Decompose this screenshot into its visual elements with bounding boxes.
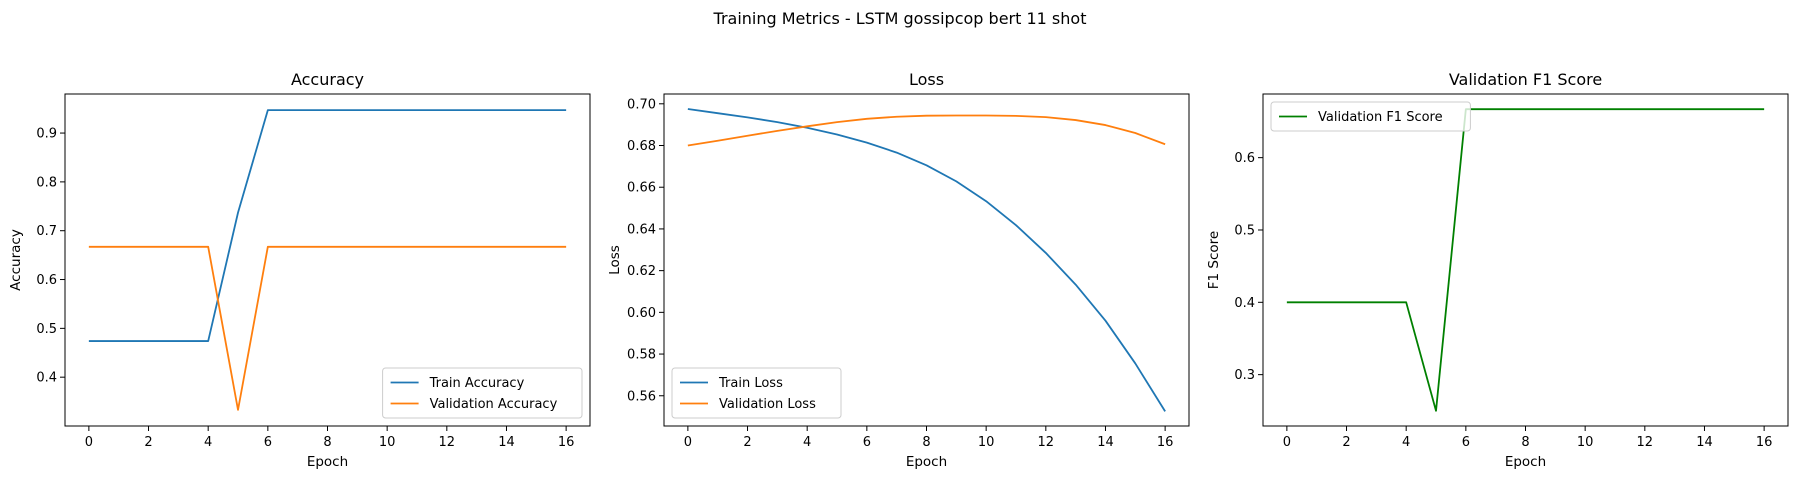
subplot-1: Accuracy 0 2 4 6 8 10 12 14 16 0.4 0.5 0.6 0.7 0.8 0.9 E… bbox=[8, 70, 591, 470]
x-tick-label: 4 bbox=[204, 435, 212, 450]
series-line-1 bbox=[88, 109, 567, 342]
series-line-1 bbox=[1286, 108, 1765, 412]
y-tick-label: 0.58 bbox=[627, 348, 656, 363]
x-tick-label: 4 bbox=[803, 435, 811, 450]
x-tick-label: 0 bbox=[1283, 435, 1291, 450]
legend-box bbox=[1270, 101, 1471, 132]
legend-box bbox=[671, 367, 842, 419]
legend: Train Accuracy Validation Accuracy bbox=[382, 367, 583, 419]
y-tick-label: 0.68 bbox=[627, 139, 656, 154]
x-tick-label: 2 bbox=[144, 435, 152, 450]
x-tick-label: 8 bbox=[922, 435, 930, 450]
y-tick-label: 0.62 bbox=[627, 264, 656, 279]
y-tick-label: 0.5 bbox=[1234, 223, 1255, 238]
y-axis-label: Loss bbox=[607, 245, 623, 275]
legend-entry: Validation Accuracy bbox=[430, 397, 558, 412]
subplot-3: Validation F1 Score 0 2 4 6 8 10 12 14 16 0.3 0.4 0.… bbox=[1206, 70, 1789, 470]
x-tick-label: 12 bbox=[439, 435, 456, 450]
x-tick-label: 14 bbox=[1696, 435, 1713, 450]
x-tick-label: 8 bbox=[323, 435, 331, 450]
x-tick-label: 14 bbox=[498, 435, 515, 450]
subplots: Accuracy 0 2 4 6 8 10 12 14 16 0.4 0.5 0.6 0.7 0.8 0.9 E… bbox=[8, 70, 1789, 470]
x-tick-label: 6 bbox=[264, 435, 272, 450]
y-tick-label: 0.9 bbox=[36, 127, 57, 142]
y-tick-label: 0.64 bbox=[627, 222, 656, 237]
x-tick-label: 6 bbox=[863, 435, 871, 450]
subplot-title: Loss bbox=[909, 70, 944, 89]
legend: Validation F1 Score bbox=[1270, 101, 1471, 132]
y-axis-label: Accuracy bbox=[8, 229, 24, 291]
legend-entry: Train Accuracy bbox=[429, 376, 525, 391]
x-tick-label: 12 bbox=[1637, 435, 1654, 450]
plot-frame bbox=[1262, 93, 1789, 427]
x-tick-label: 16 bbox=[1756, 435, 1773, 450]
subplot-title: Accuracy bbox=[291, 70, 364, 89]
y-tick-label: 0.6 bbox=[36, 273, 57, 288]
y-tick-label: 0.5 bbox=[36, 322, 57, 337]
y-tick-label: 0.70 bbox=[627, 97, 656, 112]
x-tick-label: 4 bbox=[1402, 435, 1410, 450]
y-tick-label: 0.6 bbox=[1234, 151, 1255, 166]
x-tick-label: 12 bbox=[1038, 435, 1055, 450]
y-tick-label: 0.60 bbox=[627, 306, 656, 321]
x-tick-label: 2 bbox=[1342, 435, 1350, 450]
figure-title: Training Metrics - LSTM gossipcop bert 1… bbox=[713, 9, 1087, 28]
x-tick-label: 0 bbox=[684, 435, 692, 450]
y-axis-label: F1 Score bbox=[1206, 231, 1222, 289]
legend-entry: Validation F1 Score bbox=[1318, 110, 1443, 125]
plot-frame bbox=[64, 93, 591, 427]
x-tick-label: 10 bbox=[978, 435, 995, 450]
series-line-1 bbox=[687, 108, 1166, 412]
legend-box bbox=[382, 367, 583, 419]
y-tick-label: 0.4 bbox=[36, 371, 57, 386]
x-tick-label: 10 bbox=[1577, 435, 1594, 450]
x-tick-label: 6 bbox=[1462, 435, 1470, 450]
legend: Train Loss Validation Loss bbox=[671, 367, 842, 419]
x-tick-label: 8 bbox=[1521, 435, 1529, 450]
y-tick-label: 0.7 bbox=[36, 224, 57, 239]
x-tick-label: 16 bbox=[1157, 435, 1174, 450]
legend-entry: Validation Loss bbox=[719, 397, 816, 412]
plot-frame bbox=[663, 93, 1190, 427]
x-tick-label: 2 bbox=[743, 435, 751, 450]
subplot-title: Validation F1 Score bbox=[1449, 70, 1602, 89]
x-tick-label: 16 bbox=[558, 435, 575, 450]
x-axis-label: Epoch bbox=[1505, 454, 1546, 470]
subplot-2: Loss 0 2 4 6 8 10 12 14 16 0.56 0.58 0.60 0.62 0.64 0.6… bbox=[607, 70, 1190, 470]
x-tick-label: 0 bbox=[85, 435, 93, 450]
legend-entry: Train Loss bbox=[718, 376, 783, 391]
y-tick-label: 0.66 bbox=[627, 181, 656, 196]
x-axis-label: Epoch bbox=[307, 454, 348, 470]
y-tick-label: 0.8 bbox=[36, 175, 57, 190]
y-tick-label: 0.4 bbox=[1234, 296, 1255, 311]
series-line-2 bbox=[88, 245, 567, 411]
x-axis-label: Epoch bbox=[906, 454, 947, 470]
y-tick-label: 0.56 bbox=[627, 389, 656, 404]
series-line-2 bbox=[687, 114, 1166, 147]
x-tick-label: 14 bbox=[1097, 435, 1114, 450]
x-tick-label: 10 bbox=[379, 435, 396, 450]
y-tick-label: 0.3 bbox=[1234, 368, 1255, 383]
